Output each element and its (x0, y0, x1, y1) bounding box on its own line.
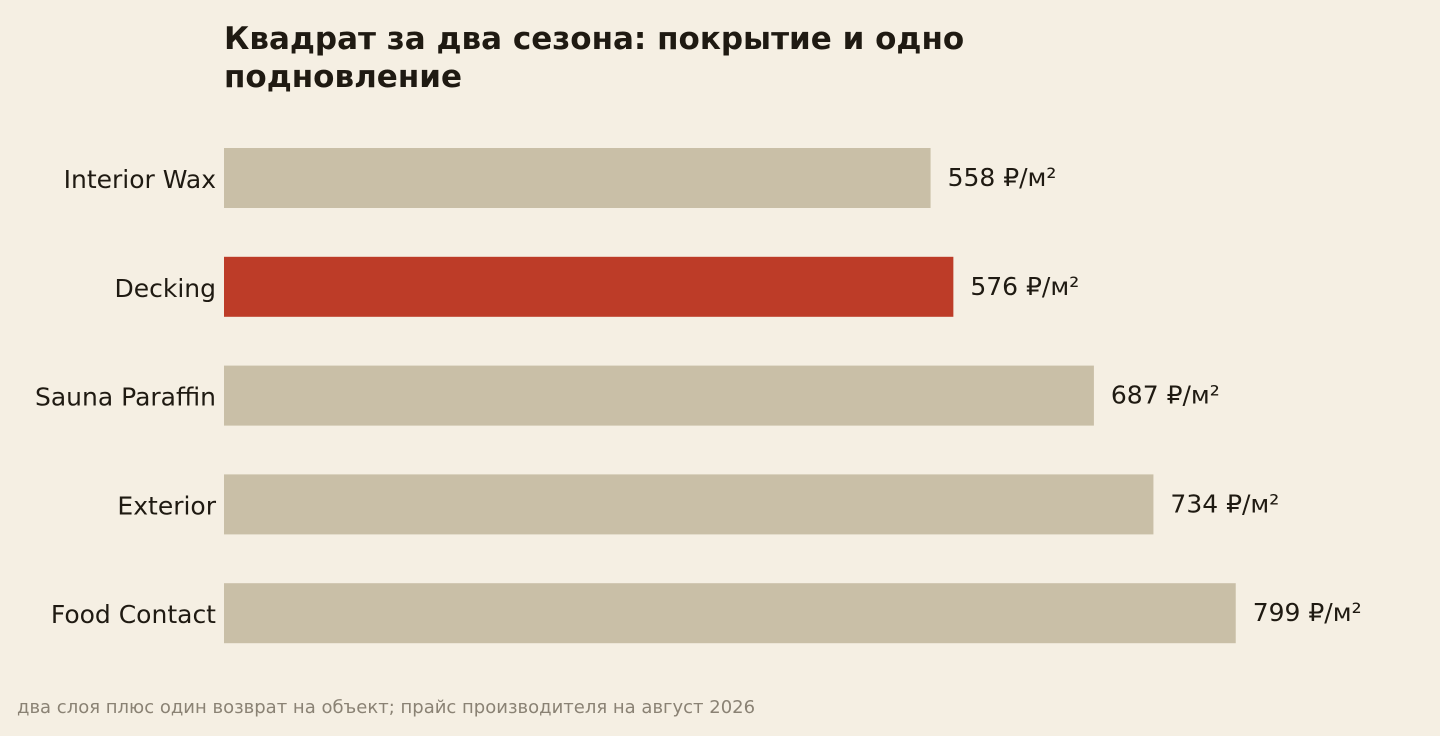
bar-decking (224, 256, 954, 317)
bar-sauna-paraffin (224, 365, 1094, 426)
value-label: 799 ₽/м² (1253, 598, 1362, 627)
category-label: Exterior (117, 491, 216, 520)
value-label: 558 ₽/м² (948, 163, 1057, 192)
category-label: Sauna Paraffin (35, 383, 216, 412)
bar-exterior (224, 474, 1154, 535)
category-label: Food Contact (51, 600, 216, 629)
bar-food-contact (224, 583, 1236, 644)
bar-interior-wax (224, 148, 931, 208)
chart-footnote: два слоя плюс один возврат на объект; пр… (17, 697, 756, 718)
category-label: Decking (114, 274, 216, 303)
chart-title: Квадрат за два сезона: покрытие и одно п… (224, 21, 965, 95)
category-label: Interior Wax (64, 165, 216, 194)
value-label: 734 ₽/м² (1170, 489, 1279, 518)
value-label: 576 ₽/м² (970, 272, 1079, 301)
value-label: 687 ₽/м² (1111, 381, 1220, 410)
